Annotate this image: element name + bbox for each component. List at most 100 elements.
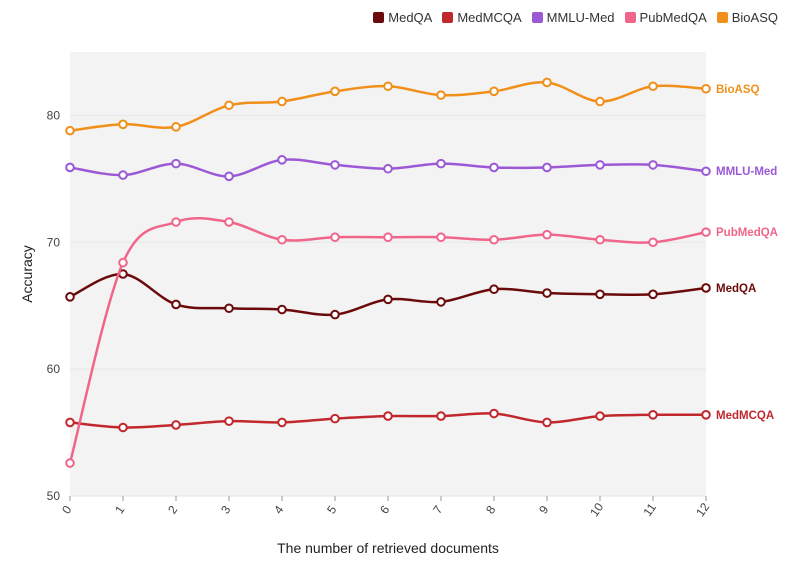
- x-tick-label: 11: [640, 500, 659, 519]
- end-label-medqa: MedQA: [716, 283, 756, 295]
- data-point-medqa: [277, 304, 287, 315]
- x-tick-label: 7: [430, 503, 445, 517]
- legend-swatch: [442, 12, 454, 23]
- x-tick-label: 12: [693, 500, 712, 519]
- data-point-pubmedqa: [542, 229, 552, 240]
- data-point-medmcqa: [436, 411, 446, 421]
- legend-label: MMLU-Med: [546, 10, 615, 25]
- data-point-mmlu-med: [118, 170, 128, 180]
- data-point-medqa: [489, 284, 499, 295]
- y-axis-title: Accuracy: [19, 245, 35, 303]
- x-tick-label: 1: [112, 503, 127, 517]
- end-label-mmlu-med: MMLU-Med: [716, 166, 777, 178]
- data-point-medmcqa: [701, 410, 711, 420]
- legend-swatch: [531, 12, 543, 23]
- data-point-mmlu-med: [489, 162, 499, 173]
- legend-label: BioASQ: [731, 10, 778, 25]
- data-point-bioasq: [542, 77, 552, 88]
- data-point-bioasq: [383, 81, 393, 92]
- legend-swatch: [624, 12, 636, 23]
- data-point-bioasq: [595, 96, 605, 107]
- data-point-mmlu-med: [171, 158, 181, 169]
- data-point-bioasq: [701, 83, 711, 94]
- data-point-bioasq: [648, 81, 658, 92]
- data-point-medmcqa: [277, 417, 287, 428]
- data-point-medmcqa: [65, 417, 75, 428]
- data-point-mmlu-med: [383, 163, 393, 174]
- x-tick-label: 10: [587, 500, 606, 519]
- data-point-medqa: [648, 289, 658, 300]
- y-tick-label: 70: [47, 235, 61, 249]
- data-point-bioasq: [224, 100, 234, 111]
- legend-item-medmcqa[interactable]: MedMCQA: [442, 10, 522, 25]
- data-point-bioasq: [65, 125, 75, 136]
- legend-item-bioasq[interactable]: BioASQ: [716, 10, 778, 25]
- data-point-pubmedqa: [648, 237, 658, 248]
- legend-item-pubmedqa[interactable]: PubMedQA: [624, 10, 707, 25]
- data-point-mmlu-med: [330, 160, 340, 170]
- legend-label: PubMedQA: [639, 10, 707, 25]
- y-tick-label: 80: [47, 108, 61, 122]
- data-point-mmlu-med: [648, 160, 658, 170]
- data-point-medmcqa: [648, 410, 658, 420]
- data-point-bioasq: [436, 90, 446, 100]
- data-point-medmcqa: [595, 411, 605, 421]
- data-point-bioasq: [118, 119, 128, 130]
- legend-item-mmlu-med[interactable]: MMLU-Med: [531, 10, 615, 25]
- data-point-pubmedqa: [436, 232, 446, 243]
- legend-label: MedQA: [388, 10, 433, 25]
- x-axis-ticks: 0 1 2 3 4 5 6 7 8 9 10 11 12: [59, 496, 712, 519]
- end-label-bioasq: BioASQ: [716, 84, 760, 96]
- data-point-medmcqa: [542, 417, 552, 428]
- data-point-pubmedqa: [701, 227, 711, 237]
- plot-background: [70, 52, 706, 496]
- data-point-medmcqa: [118, 422, 128, 433]
- y-tick-label: 60: [47, 362, 61, 376]
- y-tick-label: 50: [47, 489, 61, 503]
- legend: MedQA MedMCQA MMLU-Med PubMedQA BioASQ: [373, 10, 778, 25]
- end-label-pubmedqa: PubMedQA: [716, 227, 778, 239]
- data-point-pubmedqa: [489, 234, 499, 245]
- data-point-medqa: [383, 294, 393, 305]
- data-point-medqa: [595, 289, 605, 300]
- x-tick-label: 8: [483, 503, 498, 517]
- data-point-medmcqa: [171, 420, 181, 430]
- x-axis-title: The number of retrieved documents: [277, 540, 499, 556]
- series-group: [65, 77, 711, 468]
- data-point-mmlu-med: [542, 162, 552, 173]
- x-tick-label: 4: [271, 503, 286, 517]
- data-point-pubmedqa: [171, 217, 181, 227]
- data-point-bioasq: [330, 86, 340, 97]
- x-tick-label: 5: [324, 503, 339, 517]
- data-point-mmlu-med: [224, 171, 234, 182]
- data-point-pubmedqa: [118, 257, 128, 268]
- data-point-pubmedqa: [595, 234, 605, 245]
- data-point-bioasq: [489, 86, 499, 97]
- data-point-mmlu-med: [701, 166, 711, 177]
- legend-swatch: [716, 12, 728, 23]
- data-point-pubmedqa: [383, 232, 393, 243]
- data-point-mmlu-med: [595, 160, 605, 170]
- data-point-medmcqa: [330, 413, 340, 424]
- data-point-mmlu-med: [65, 162, 75, 173]
- data-point-pubmedqa: [224, 217, 234, 227]
- x-tick-label: 6: [377, 503, 392, 517]
- data-point-medqa: [171, 299, 181, 310]
- data-point-mmlu-med: [277, 155, 287, 165]
- data-point-medmcqa: [224, 416, 234, 426]
- data-point-pubmedqa: [65, 458, 75, 468]
- end-label-medmcqa: MedMCQA: [716, 410, 774, 422]
- data-point-medqa: [330, 309, 340, 320]
- legend-label: MedMCQA: [457, 10, 522, 25]
- end-labels: MedQA MedMCQA MMLU-Med PubMedQA BioASQ: [716, 84, 778, 422]
- data-point-medmcqa: [383, 411, 393, 421]
- x-tick-label: 9: [536, 503, 551, 517]
- x-tick-label: 3: [218, 503, 233, 517]
- data-point-medqa: [436, 297, 446, 307]
- legend-item-medqa[interactable]: MedQA: [373, 10, 432, 25]
- data-point-pubmedqa: [277, 234, 287, 245]
- data-point-medqa: [701, 283, 711, 293]
- data-point-bioasq: [277, 96, 287, 107]
- data-point-bioasq: [171, 122, 181, 132]
